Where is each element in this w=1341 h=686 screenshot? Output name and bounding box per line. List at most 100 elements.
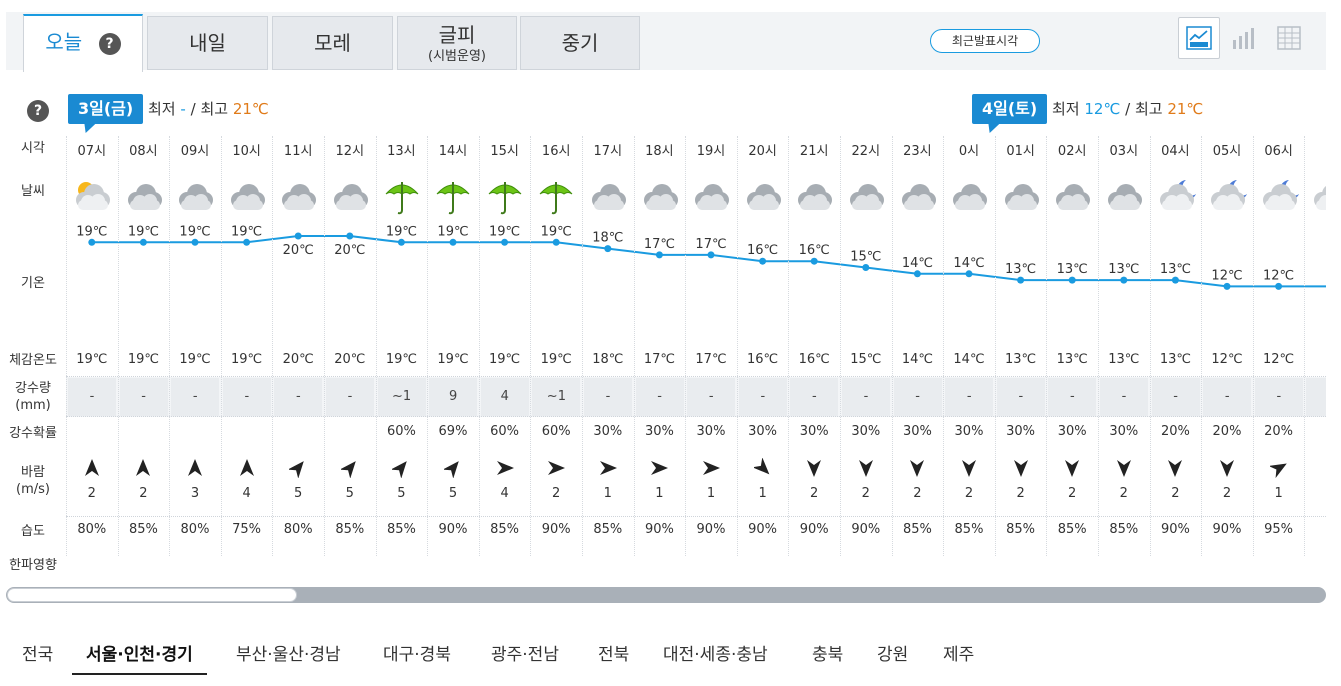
feels-like-cell: 1: [1304, 352, 1326, 367]
region-tab[interactable]: 제주: [943, 645, 975, 665]
tab-day-after[interactable]: 모레: [272, 16, 393, 70]
latest-release-button[interactable]: 최근발표시각: [930, 29, 1040, 53]
region-tab[interactable]: 충북: [812, 645, 844, 665]
wind-arrow-icon: [239, 459, 254, 476]
temperature-point: [191, 238, 199, 246]
precip-cell: -: [842, 378, 890, 416]
temperature-point: [449, 238, 457, 246]
wind-arrow-icon: [753, 458, 769, 475]
humidity-cell: 85%: [128, 522, 158, 537]
tab-tomorrow[interactable]: 내일: [147, 16, 268, 70]
humidity-cell: 85%: [593, 522, 623, 537]
region-tab[interactable]: 부산·울산·경남: [236, 645, 341, 665]
hour-cell: 10시: [232, 144, 261, 159]
hourly-forecast-grid[interactable]: 19℃ 19℃ 19℃ 19℃ 20℃ 20℃ 19℃ 19℃ 19℃ 19℃ 18℃ 17℃ 17℃ 1…: [66, 136, 1326, 576]
temperature-point: [1068, 276, 1076, 284]
humidity-cell: 85%: [1006, 522, 1036, 537]
wind-arrow-icon: [651, 461, 669, 475]
temperature-point: [1223, 282, 1231, 290]
region-tab[interactable]: 강원: [877, 645, 909, 665]
wind-speed-cell: 5: [448, 486, 458, 501]
hour-cell: 23시: [903, 144, 932, 159]
humidity-cell: 90%: [438, 522, 468, 537]
region-tabs: 전국 서울·인천·경기 부산·울산·경남 대구·경북 광주·전남 전북 대전·세…: [0, 630, 1341, 675]
precip-cell: -: [687, 378, 736, 416]
precip-prob-cell: 3: [1304, 424, 1326, 439]
column-divider: [117, 136, 119, 556]
feels-like-cell: 19℃: [231, 352, 263, 367]
feels-like-cell: 15℃: [850, 352, 882, 367]
temperature-point: [1120, 276, 1128, 284]
max-label: 최고: [200, 100, 229, 118]
wind-arrow-icon: [858, 460, 873, 477]
hour-cell: 12시: [335, 144, 365, 159]
temperature-label: 20℃: [334, 243, 365, 258]
hour-cell: 11시: [283, 144, 313, 159]
temperature-label: 13℃: [1005, 262, 1036, 277]
precip-cell: ~1: [377, 378, 426, 416]
precip-prob-cell: 30%: [799, 424, 829, 439]
precip-cell: 4: [480, 378, 529, 416]
cloudy-icon: [1100, 176, 1148, 216]
cloudy-icon: [842, 176, 890, 216]
column-divider: [1201, 136, 1203, 556]
wind-arrow-icon: [136, 459, 151, 476]
region-tab[interactable]: 대전·세종·충남: [663, 645, 768, 665]
tab-label: 글피: [438, 23, 476, 47]
region-tab[interactable]: 전북: [598, 645, 630, 665]
humidity-cell: 90%: [851, 522, 881, 537]
tab-mid-term[interactable]: 중기: [520, 16, 640, 70]
region-tab[interactable]: 광주·전남: [491, 645, 559, 665]
humidity-cell: 90%: [696, 522, 726, 537]
wind-arrow-icon: [444, 461, 459, 478]
column-divider: [1252, 136, 1254, 556]
hour-cell: 19시: [696, 144, 726, 159]
day-min-max: 최저 - / 최고 21℃: [148, 98, 269, 119]
humidity-cell: 90%: [541, 522, 571, 537]
bar-graph-view-button[interactable]: [1222, 17, 1264, 59]
cloudy-icon: [739, 176, 787, 216]
humidity-cell: 85%: [335, 522, 365, 537]
wind-speed-cell: 2: [913, 486, 922, 501]
horizontal-scrollbar[interactable]: [6, 587, 1326, 603]
min-label: 최저: [148, 100, 176, 118]
hour-cell: 03시: [1109, 144, 1139, 159]
line-graph-view-button[interactable]: [1178, 17, 1220, 59]
wind-arrow-icon: [84, 459, 99, 476]
precip-cell: -: [945, 378, 994, 416]
column-divider: [530, 136, 532, 556]
row-label-humid: 습도: [21, 524, 45, 539]
temperature-point: [501, 238, 509, 246]
tab-today[interactable]: 오늘 ?: [23, 14, 143, 72]
temperature-point: [1171, 276, 1179, 284]
tab-label: 중기: [561, 31, 599, 55]
precip-cell: -: [1254, 378, 1303, 416]
wind-speed-cell: 2: [87, 486, 96, 501]
wind-speed-cell: 2: [964, 486, 974, 501]
help-icon[interactable]: ?: [98, 32, 121, 55]
scrollbar-thumb[interactable]: [7, 588, 297, 602]
region-tab-active[interactable]: 서울·인천·경기: [72, 640, 207, 675]
column-divider: [788, 136, 790, 556]
precip-prob-cell: 30%: [1109, 424, 1139, 439]
column-divider: [943, 136, 945, 556]
cloudy-icon: [326, 176, 374, 216]
wind-speed-cell: 1: [603, 486, 612, 501]
tab-three-days[interactable]: 글피 (시범운영): [397, 16, 517, 70]
precip-cell: -: [274, 378, 323, 416]
table-view-button[interactable]: [1268, 17, 1310, 59]
temperature-point: [1275, 282, 1283, 290]
region-tab[interactable]: 전국: [22, 645, 54, 665]
help-icon[interactable]: ?: [27, 100, 49, 122]
region-tab[interactable]: 대구·경북: [383, 645, 451, 665]
precip-cell: -: [1151, 378, 1200, 416]
temperature-label: 19℃: [76, 224, 107, 239]
cloudy-icon: [120, 176, 168, 216]
temperature-label: 13℃: [1160, 262, 1191, 277]
wind-arrow-icon: [910, 460, 925, 477]
temperature-label: 15℃: [850, 250, 881, 265]
wind-arrow-icon: [1116, 460, 1131, 477]
cloudy-icon: [894, 176, 942, 216]
feels-like-cell: 17℃: [643, 352, 675, 367]
umbrella-icon: [378, 176, 426, 216]
